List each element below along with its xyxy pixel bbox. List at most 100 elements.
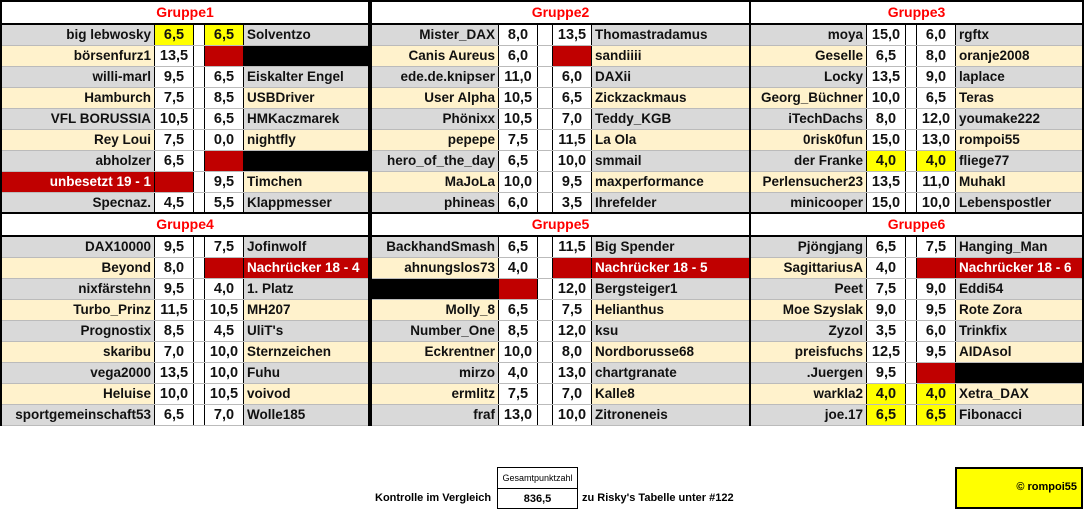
score-right: 9,5 (204, 172, 244, 192)
player-name-right: Bergsteiger1 (595, 281, 678, 296)
table-row: Hamburch 7,5 8,5 USBDriver (2, 88, 368, 109)
score-right: 7,5 (552, 300, 592, 320)
column-gap (906, 88, 916, 108)
control-label: Kontrolle im Vergleich (375, 492, 492, 504)
table-row: Georg_Büchner 10,0 6,5 Teras (751, 88, 1082, 109)
player-name-right: Trinkfix (959, 323, 1008, 338)
player-name-left: Mister_DAX (419, 27, 495, 42)
column-gap (906, 151, 916, 171)
score-left: 6,5 (866, 237, 906, 257)
column-gap (194, 109, 204, 129)
score-left: 13,5 (866, 67, 906, 87)
column-gap (538, 342, 552, 362)
score-right: 0,0 (204, 130, 244, 150)
column-gap (538, 172, 552, 192)
score-left: 8,0 (498, 25, 538, 45)
score-left: 10,5 (154, 109, 194, 129)
column-gap (194, 279, 204, 299)
column-gap (538, 363, 552, 383)
table-row: 0risk0fun 15,0 13,0 rompoi55 (751, 130, 1082, 151)
table-row: Phönixx 10,5 7,0 Teddy_KGB (372, 109, 749, 130)
table-row: Mister_DAX 8,0 13,5 Thomastradamus (372, 25, 749, 46)
table-row: ahnungslos73 4,0 Nachrücker 18 - 5 (372, 258, 749, 279)
table-row: moya 15,0 6,0 rgftx (751, 25, 1082, 46)
table-row: minicooper 15,0 10,0 Lebenspostler (751, 193, 1082, 214)
score-right: 9,5 (552, 172, 592, 192)
table-row: der Franke 4,0 4,0 fliege77 (751, 151, 1082, 172)
score-left: 10,0 (154, 384, 194, 404)
score-left: 6,5 (154, 405, 194, 425)
score-right: 7,0 (552, 109, 592, 129)
score-left: 7,5 (498, 384, 538, 404)
player-name-right: rompoi55 (959, 132, 1020, 147)
column-gap (194, 67, 204, 87)
score-left: 10,5 (498, 109, 538, 129)
score-right: 13,0 (552, 363, 592, 383)
player-name-right: La Ola (595, 132, 637, 147)
player-name-left: warkla2 (813, 386, 863, 401)
score-right: 10,0 (204, 363, 244, 383)
table-row: Perlensucher23 13,5 11,0 Muhakl (751, 172, 1082, 193)
score-right: 12,0 (916, 109, 956, 129)
player-name-right: AIDAsol (959, 344, 1012, 359)
score-left: 8,0 (154, 258, 194, 278)
column-gap (194, 405, 204, 425)
player-name-left: Number_One (410, 323, 495, 338)
table-row: Number_One 8,5 12,0 ksu (372, 321, 749, 342)
table-row: Rey Loui 7,5 0,0 nightfly (2, 130, 368, 151)
column-gap (194, 258, 204, 278)
player-name-left: phineas (443, 195, 495, 210)
table-row: hero_of_the_day 6,5 10,0 smmail (372, 151, 749, 172)
score-left: 7,5 (866, 279, 906, 299)
column-gap (906, 130, 916, 150)
column-gap (538, 151, 552, 171)
player-name-right: Nordborusse68 (595, 344, 695, 359)
score-right: 12,0 (552, 279, 592, 299)
player-name-left: Peet (834, 281, 863, 296)
player-name-right: Rote Zora (959, 302, 1023, 317)
column-gap (538, 193, 552, 213)
player-name-right: Eddi54 (959, 281, 1004, 296)
player-name-right: Jofinwolf (247, 239, 307, 254)
score-right: 4,0 (916, 151, 956, 171)
column-gap (538, 405, 552, 425)
table-row: phineas 6,0 3,5 Ihrefelder (372, 193, 749, 214)
score-right: 10,0 (552, 151, 592, 171)
column-gap (538, 25, 552, 45)
player-name-right: Fibonacci (959, 407, 1023, 422)
player-name-left: hero_of_the_day (386, 153, 495, 168)
score-left: 4,5 (154, 193, 194, 213)
score-left: 4,0 (866, 384, 906, 404)
player-name-right: 1. Platz (247, 281, 294, 296)
player-name-left: unbesetzt 19 - 1 (2, 172, 154, 192)
player-name-left: Heluise (102, 386, 151, 401)
column-gap (538, 109, 552, 129)
player-name-right: HMKaczmarek (247, 111, 340, 126)
group-title: Gruppe3 (751, 2, 1082, 25)
player-name-left: Zyzol (828, 323, 863, 338)
column-gap (194, 25, 204, 45)
player-name-right: Nachrücker 18 - 6 (956, 258, 1082, 278)
column-gap (906, 258, 916, 278)
score-left: 7,5 (154, 130, 194, 150)
group-2: Gruppe2 Mister_DAX 8,0 13,5 Thomastradamus Ca… (370, 0, 751, 214)
table-row: unbesetzt 19 - 1 9,5 Timchen (2, 172, 368, 193)
table-row: Moe Szyslak 9,0 9,5 Rote Zora (751, 300, 1082, 321)
score-left: 9,5 (866, 363, 906, 383)
column-gap (906, 25, 916, 45)
score-left: 4,0 (866, 151, 906, 171)
score-right: 9,0 (916, 67, 956, 87)
player-name-right (244, 151, 368, 171)
group-title: Gruppe4 (2, 214, 368, 237)
score-left: 12,5 (866, 342, 906, 362)
score-right: 4,5 (204, 321, 244, 341)
score-right: 10,5 (204, 300, 244, 320)
player-name-left: der Franke (793, 153, 863, 168)
player-name-right: Nachrücker 18 - 5 (592, 258, 749, 278)
score-right (916, 258, 956, 278)
player-name-left (372, 279, 498, 299)
player-name-left: Canis Aureus (408, 48, 495, 63)
column-gap (538, 67, 552, 87)
column-gap (906, 193, 916, 213)
